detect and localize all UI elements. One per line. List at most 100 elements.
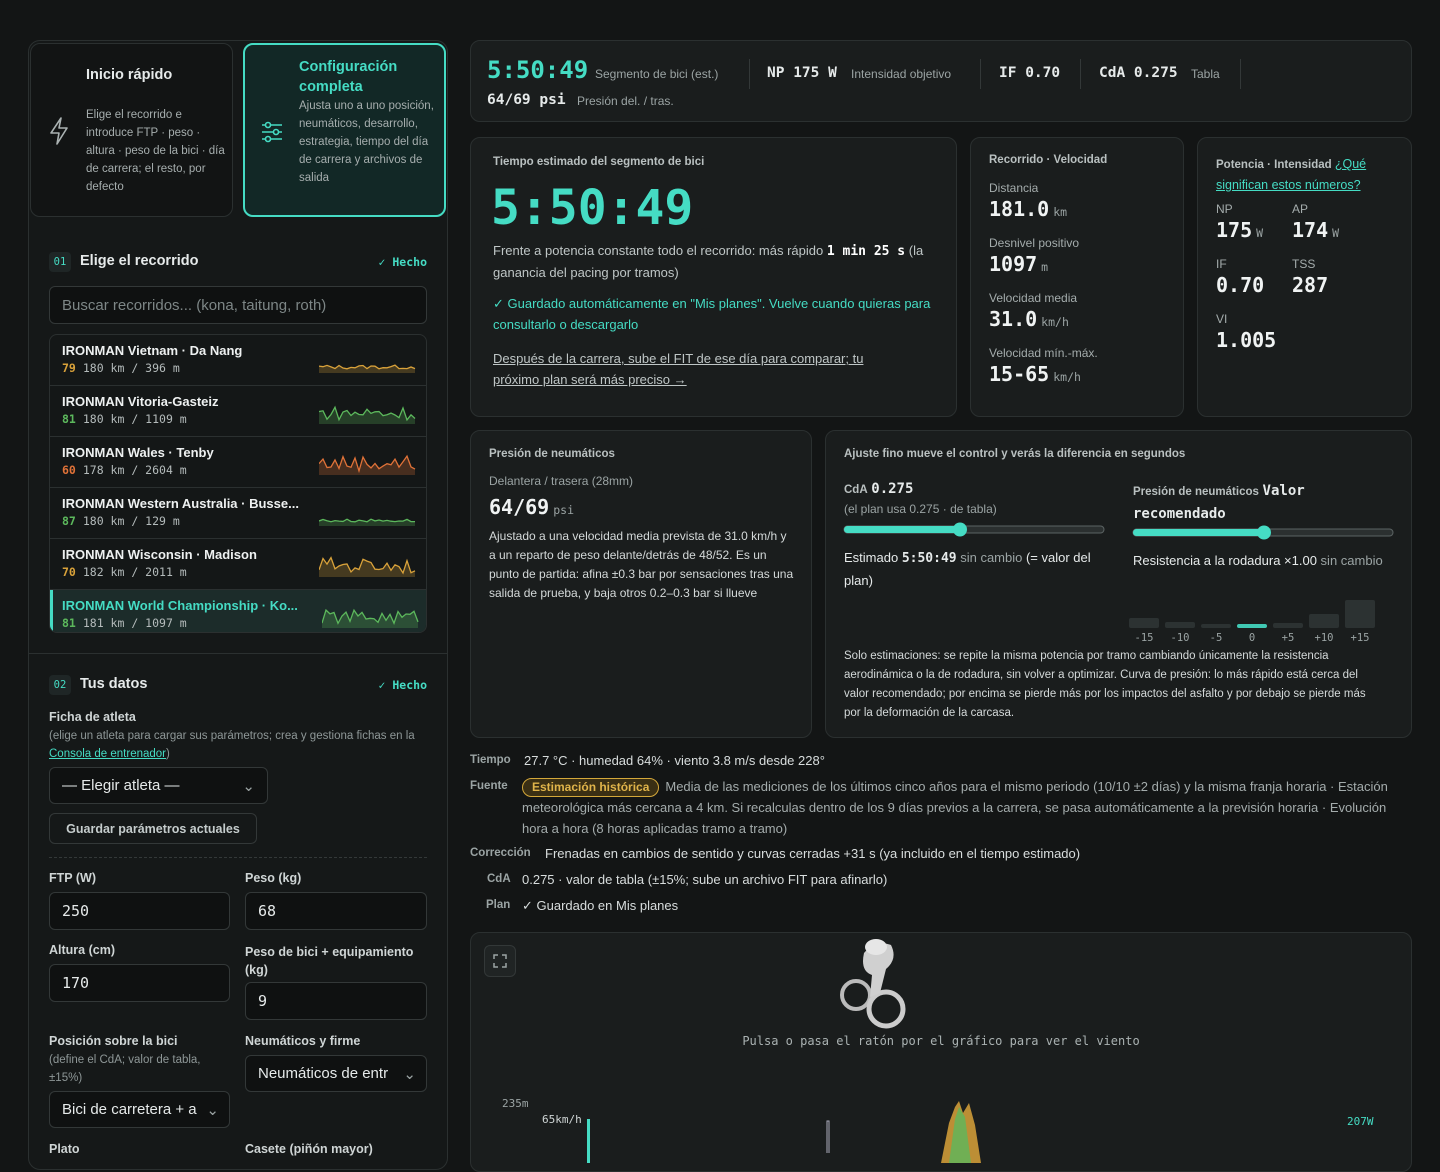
save-button[interactable]: Guardar parámetros actuales — [49, 813, 257, 844]
power-label: 207W — [1347, 1115, 1374, 1128]
elevation-label: 235m — [502, 1097, 529, 1110]
bar-label: +10 — [1315, 632, 1334, 644]
value: 181.0 — [989, 197, 1050, 221]
value: 0.275 — [871, 481, 914, 497]
stat-label: TSS — [1292, 257, 1316, 271]
course-row[interactable]: IRONMAN Wales · Tenby 60 178 km / 2604 m — [50, 437, 426, 488]
profile-preview — [587, 1101, 981, 1163]
course-sparkline — [322, 608, 419, 628]
stat-label: VI — [1216, 312, 1228, 326]
cda-slider[interactable] — [842, 521, 1108, 539]
mode-card[interactable]: Inicio rápido Elige el recorrido e intro… — [30, 43, 233, 217]
expand-icon — [493, 954, 507, 968]
value: 1097 — [989, 252, 1038, 276]
field-label: Peso de bici + equipamiento (kg) — [245, 945, 414, 977]
stat-value: 1097 m — [989, 252, 1048, 276]
course-row[interactable]: IRONMAN World Championship · Ko... 81 181 … — [50, 590, 426, 632]
power-card: Potencia · Intensidad ¿Qué significan es… — [1197, 137, 1412, 417]
card-title: Potencia · Intensidad ¿Qué significan es… — [1216, 154, 1396, 196]
card-title: Ajuste fino mueve el control y verás la … — [844, 448, 1186, 460]
step-status: ✓ Hecho — [378, 678, 427, 692]
sparkline-area — [319, 557, 415, 577]
pressure-slider[interactable] — [1131, 524, 1397, 542]
pressure-head: Presión de neumáticos Valor recomendado — [1133, 480, 1333, 525]
course-stats: 87 180 km / 129 m — [62, 514, 180, 528]
course-distance: 180 km / 1109 m — [82, 412, 187, 426]
search-input[interactable]: Buscar recorridos... (kona, taitung, rot… — [49, 286, 427, 324]
course-stats: 81 180 km / 1109 m — [62, 412, 187, 426]
unit: W — [1256, 226, 1264, 240]
course-distance: 181 km / 1097 m — [82, 616, 187, 630]
fit-link[interactable]: Después de la carrera, sube el FIT de es… — [493, 351, 864, 387]
step-title: Elige el recorrido — [80, 253, 199, 269]
sparkline-line — [319, 556, 416, 575]
sparkline-area — [319, 519, 415, 526]
sparkline-line — [319, 454, 416, 474]
mode-title: Inicio rápido — [86, 67, 173, 83]
value: 175 — [1216, 218, 1253, 242]
course-score: 87 — [62, 514, 76, 528]
chart-hint: Pulsa o pasa el ratón por el gráfico par… — [742, 1034, 1140, 1048]
help-link[interactable]: ¿Qué significan estos números? — [1216, 157, 1367, 192]
unit: m — [1041, 260, 1049, 274]
label: CdA — [844, 484, 868, 496]
mode-desc: Ajusta uno a uno posición, neumáticos, d… — [299, 100, 434, 184]
course-distance: 182 km / 2011 m — [82, 565, 187, 579]
card-title: Presión de neumáticos — [489, 448, 615, 460]
chevron: ⌄ — [242, 777, 255, 795]
text: Frente a potencia constante todo el reco… — [493, 243, 827, 258]
divider — [1080, 59, 1081, 89]
bike-input[interactable]: 9 — [245, 982, 427, 1020]
divider — [980, 59, 981, 89]
divider — [49, 857, 427, 858]
tyres-select[interactable]: Neumáticos de entr ⌄ — [245, 1055, 427, 1092]
course-stats: 70 182 km / 2011 m — [62, 565, 187, 579]
height-input[interactable]: 170 — [49, 964, 230, 1002]
step-title: Tus datos — [80, 676, 148, 692]
sparkline-line — [319, 518, 415, 523]
speed-label: 65km/h — [542, 1113, 582, 1126]
info-value: 0.275 · valor de tabla (±15%; sube un ar… — [522, 872, 888, 887]
text: sin cambio — [956, 550, 1023, 565]
ftp-input[interactable]: 250 — [49, 892, 230, 930]
mode-desc: Elige el recorrido e introduce FTP · pes… — [86, 109, 225, 193]
cda-note: (el plan usa 0.275 · de tabla) — [844, 502, 997, 516]
field-label: Casete (piñón mayor) — [245, 1142, 373, 1156]
course-stats: 81 181 km / 1097 m — [62, 616, 187, 630]
mode-card[interactable]: Configuración completa Ajusta uno a uno … — [243, 43, 446, 217]
sparkline-area — [319, 456, 415, 475]
value: 64/69 — [489, 495, 550, 519]
expand-button[interactable] — [484, 945, 516, 977]
sparkline-line — [319, 364, 416, 370]
field-help: (define el CdA; valor de tabla, ±15%) — [49, 1054, 201, 1084]
tyre-sub: Delantera / trasera (28mm) — [489, 474, 634, 488]
position-select[interactable]: Bici de carretera + a ⌄ — [49, 1091, 230, 1128]
text: sin cambio — [1316, 553, 1383, 568]
summary-cda: CdA 0.275 — [1099, 65, 1178, 81]
weight-input[interactable]: 68 — [245, 892, 427, 930]
course-sparkline — [319, 518, 415, 526]
tune-card: Ajuste fino mueve el control y verás la … — [825, 430, 1412, 738]
summary-label: Tabla — [1191, 67, 1220, 81]
course-distance: 178 km / 2604 m — [82, 463, 187, 477]
value: 1.005 — [1216, 328, 1277, 352]
cda-estimate: Estimado 5:50:49 sin cambio (= valor del… — [844, 547, 1106, 592]
coach-link[interactable]: Consola de entrenador — [49, 748, 166, 760]
cda-head: CdA 0.275 — [844, 481, 913, 497]
stat-value: 287 — [1292, 273, 1328, 297]
course-score: 79 — [62, 361, 76, 375]
field-label: Plato — [49, 1142, 80, 1156]
course-row[interactable]: IRONMAN Vitoria-Gasteiz 81 180 km / 1109 m — [50, 386, 426, 437]
stat-label: Velocidad mín.-máx. — [989, 346, 1098, 360]
bar — [1273, 623, 1303, 628]
stat-value: 174 W — [1292, 218, 1339, 242]
course-row[interactable]: IRONMAN Vietnam · Da Nang 79 180 km / 396 … — [50, 335, 426, 386]
select-value: Neumáticos de entr — [258, 1065, 389, 1082]
course-row[interactable]: IRONMAN Western Australia · Busse... 87 18… — [50, 488, 426, 539]
summary-label: Presión del. / tras. — [577, 94, 674, 108]
card-title: Recorrido · Velocidad — [989, 154, 1108, 166]
info-value: 27.7 °C · humedad 64% · viento 3.8 m/s d… — [524, 753, 825, 768]
stat-label: Distancia — [989, 181, 1039, 195]
course-row[interactable]: IRONMAN Wisconsin · Madison 70 182 km / 20… — [50, 539, 426, 590]
athlete-select[interactable]: — Elegir atleta — ⌄ — [49, 767, 268, 804]
